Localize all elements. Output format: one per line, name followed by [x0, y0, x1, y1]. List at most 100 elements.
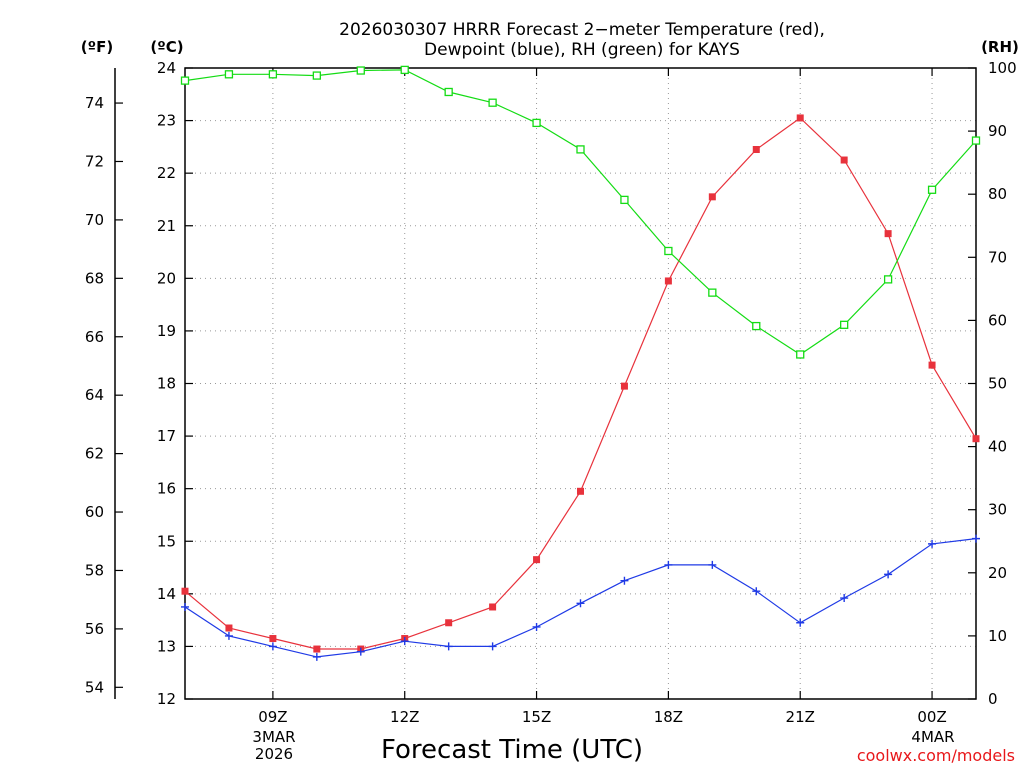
dewpoint-point [312, 652, 321, 661]
dewpoint-point [840, 594, 849, 603]
credit-link[interactable]: coolwx.com/models [857, 746, 1015, 765]
x-tick-label: 12Z [390, 708, 419, 726]
rh-point [532, 118, 541, 128]
celsius-unit-label: (ºC) [150, 38, 183, 56]
fahrenheit-tick-label: 58 [85, 561, 104, 579]
chart-title: 2026030307 HRRR Forecast 2−meter Tempera… [339, 20, 825, 60]
rh-point [708, 288, 717, 297]
dewpoint-point [884, 570, 893, 579]
dewpoint-point [708, 560, 717, 569]
celsius-tick-label: 19 [157, 322, 176, 340]
dewpoint-point [752, 587, 761, 596]
rh-point [400, 65, 409, 75]
title-line-2: Dewpoint (blue), RH (green) for KAYS [424, 40, 740, 60]
rh-point [180, 76, 190, 85]
temperature-point [489, 603, 497, 611]
rh-tick-label: 10 [988, 627, 1007, 645]
rh-point [883, 275, 893, 284]
temperature-point [577, 487, 584, 495]
dewpoint-point [224, 631, 233, 640]
dewpoint-point [400, 637, 409, 646]
dewpoint-point [664, 560, 673, 569]
fahrenheit-tick-label: 64 [85, 386, 104, 404]
dewpoint-point [268, 642, 277, 651]
date-labels: 3MAR 2026 4MAR [252, 728, 954, 763]
title-line-1: 2026030307 HRRR Forecast 2−meter Tempera… [339, 20, 825, 40]
dewpoint-point [928, 539, 937, 548]
x-tick-label: 15Z [522, 708, 551, 726]
fahrenheit-tick-label: 60 [85, 503, 104, 521]
fahrenheit-tick-label: 56 [85, 620, 104, 638]
temperature-point [269, 635, 277, 643]
rh-point [971, 136, 981, 145]
temperature-point [884, 230, 892, 238]
rh-line [184, 69, 977, 356]
dewpoint-point [532, 622, 541, 631]
dewpoint-point [356, 647, 365, 656]
fahrenheit-tick-label: 54 [85, 678, 104, 696]
date-label-4mar: 4MAR [911, 728, 954, 746]
rh-tick-label: 70 [988, 248, 1007, 266]
fahrenheit-tick-label: 62 [85, 445, 104, 463]
rh-point [664, 246, 673, 256]
celsius-tick-label: 17 [157, 427, 176, 445]
rh-tick-label: 50 [988, 375, 1007, 393]
fahrenheit-tick-label: 72 [85, 152, 104, 170]
fahrenheit-tick-label: 68 [85, 269, 104, 287]
rh-point [224, 70, 234, 79]
celsius-tick-label: 21 [157, 217, 176, 235]
temperature-point [225, 624, 233, 632]
data-series [180, 65, 981, 661]
temperature-point [313, 645, 321, 653]
rh-point [927, 185, 937, 194]
rh-point [620, 195, 629, 205]
celsius-tick-label: 18 [157, 375, 176, 393]
rh-tick-label: 100 [988, 59, 1017, 77]
x-tick-label: 00Z [917, 708, 946, 726]
dewpoint-line [184, 538, 977, 658]
rh-tick-label: 30 [988, 501, 1007, 519]
fahrenheit-tick-label: 70 [85, 211, 104, 229]
date-label-year: 2026 [255, 745, 293, 763]
rh-point [356, 66, 365, 75]
temperature-point [972, 435, 980, 443]
temperature-point [796, 114, 804, 122]
rh-tick-label: 40 [988, 438, 1007, 456]
date-label-3mar: 3MAR [252, 728, 295, 746]
fahrenheit-unit-label: (ºF) [81, 38, 113, 56]
celsius-tick-label: 13 [157, 637, 176, 655]
celsius-tick-label: 15 [157, 532, 176, 550]
temperature-point [533, 556, 541, 564]
temperature-point [928, 361, 936, 369]
celsius-tick-label: 14 [157, 585, 176, 603]
temperature-point [708, 193, 716, 201]
x-tick-label: 18Z [654, 708, 683, 726]
fahrenheit-tick-label: 66 [85, 328, 104, 346]
rh-unit-label: (RH) [981, 38, 1019, 56]
fahrenheit-tick-label: 74 [85, 94, 104, 112]
rh-point [444, 87, 453, 97]
dewpoint-point [620, 576, 629, 585]
x-tick-label: 09Z [258, 708, 287, 726]
rh-tick-label: 20 [988, 564, 1007, 582]
celsius-tick-label: 22 [157, 164, 176, 182]
celsius-tick-label: 12 [157, 690, 176, 708]
rh-point [268, 70, 278, 79]
rh-point [576, 145, 585, 154]
rh-tick-label: 0 [988, 690, 998, 708]
rh-tick-label: 60 [988, 311, 1007, 329]
dewpoint-point [796, 618, 805, 627]
rh-tick-label: 90 [988, 122, 1007, 140]
dewpoint-point [444, 642, 453, 651]
x-axis-label: Forecast Time (UTC) [381, 735, 643, 765]
temperature-point [840, 156, 848, 164]
temperature-point [445, 619, 453, 627]
celsius-tick-label: 23 [157, 112, 176, 130]
celsius-tick-label: 20 [157, 269, 176, 287]
rh-tick-label: 80 [988, 185, 1007, 203]
rh-point [752, 321, 761, 331]
temperature-point [620, 382, 628, 390]
celsius-tick-label: 16 [157, 480, 176, 498]
temperature-point [664, 277, 672, 285]
